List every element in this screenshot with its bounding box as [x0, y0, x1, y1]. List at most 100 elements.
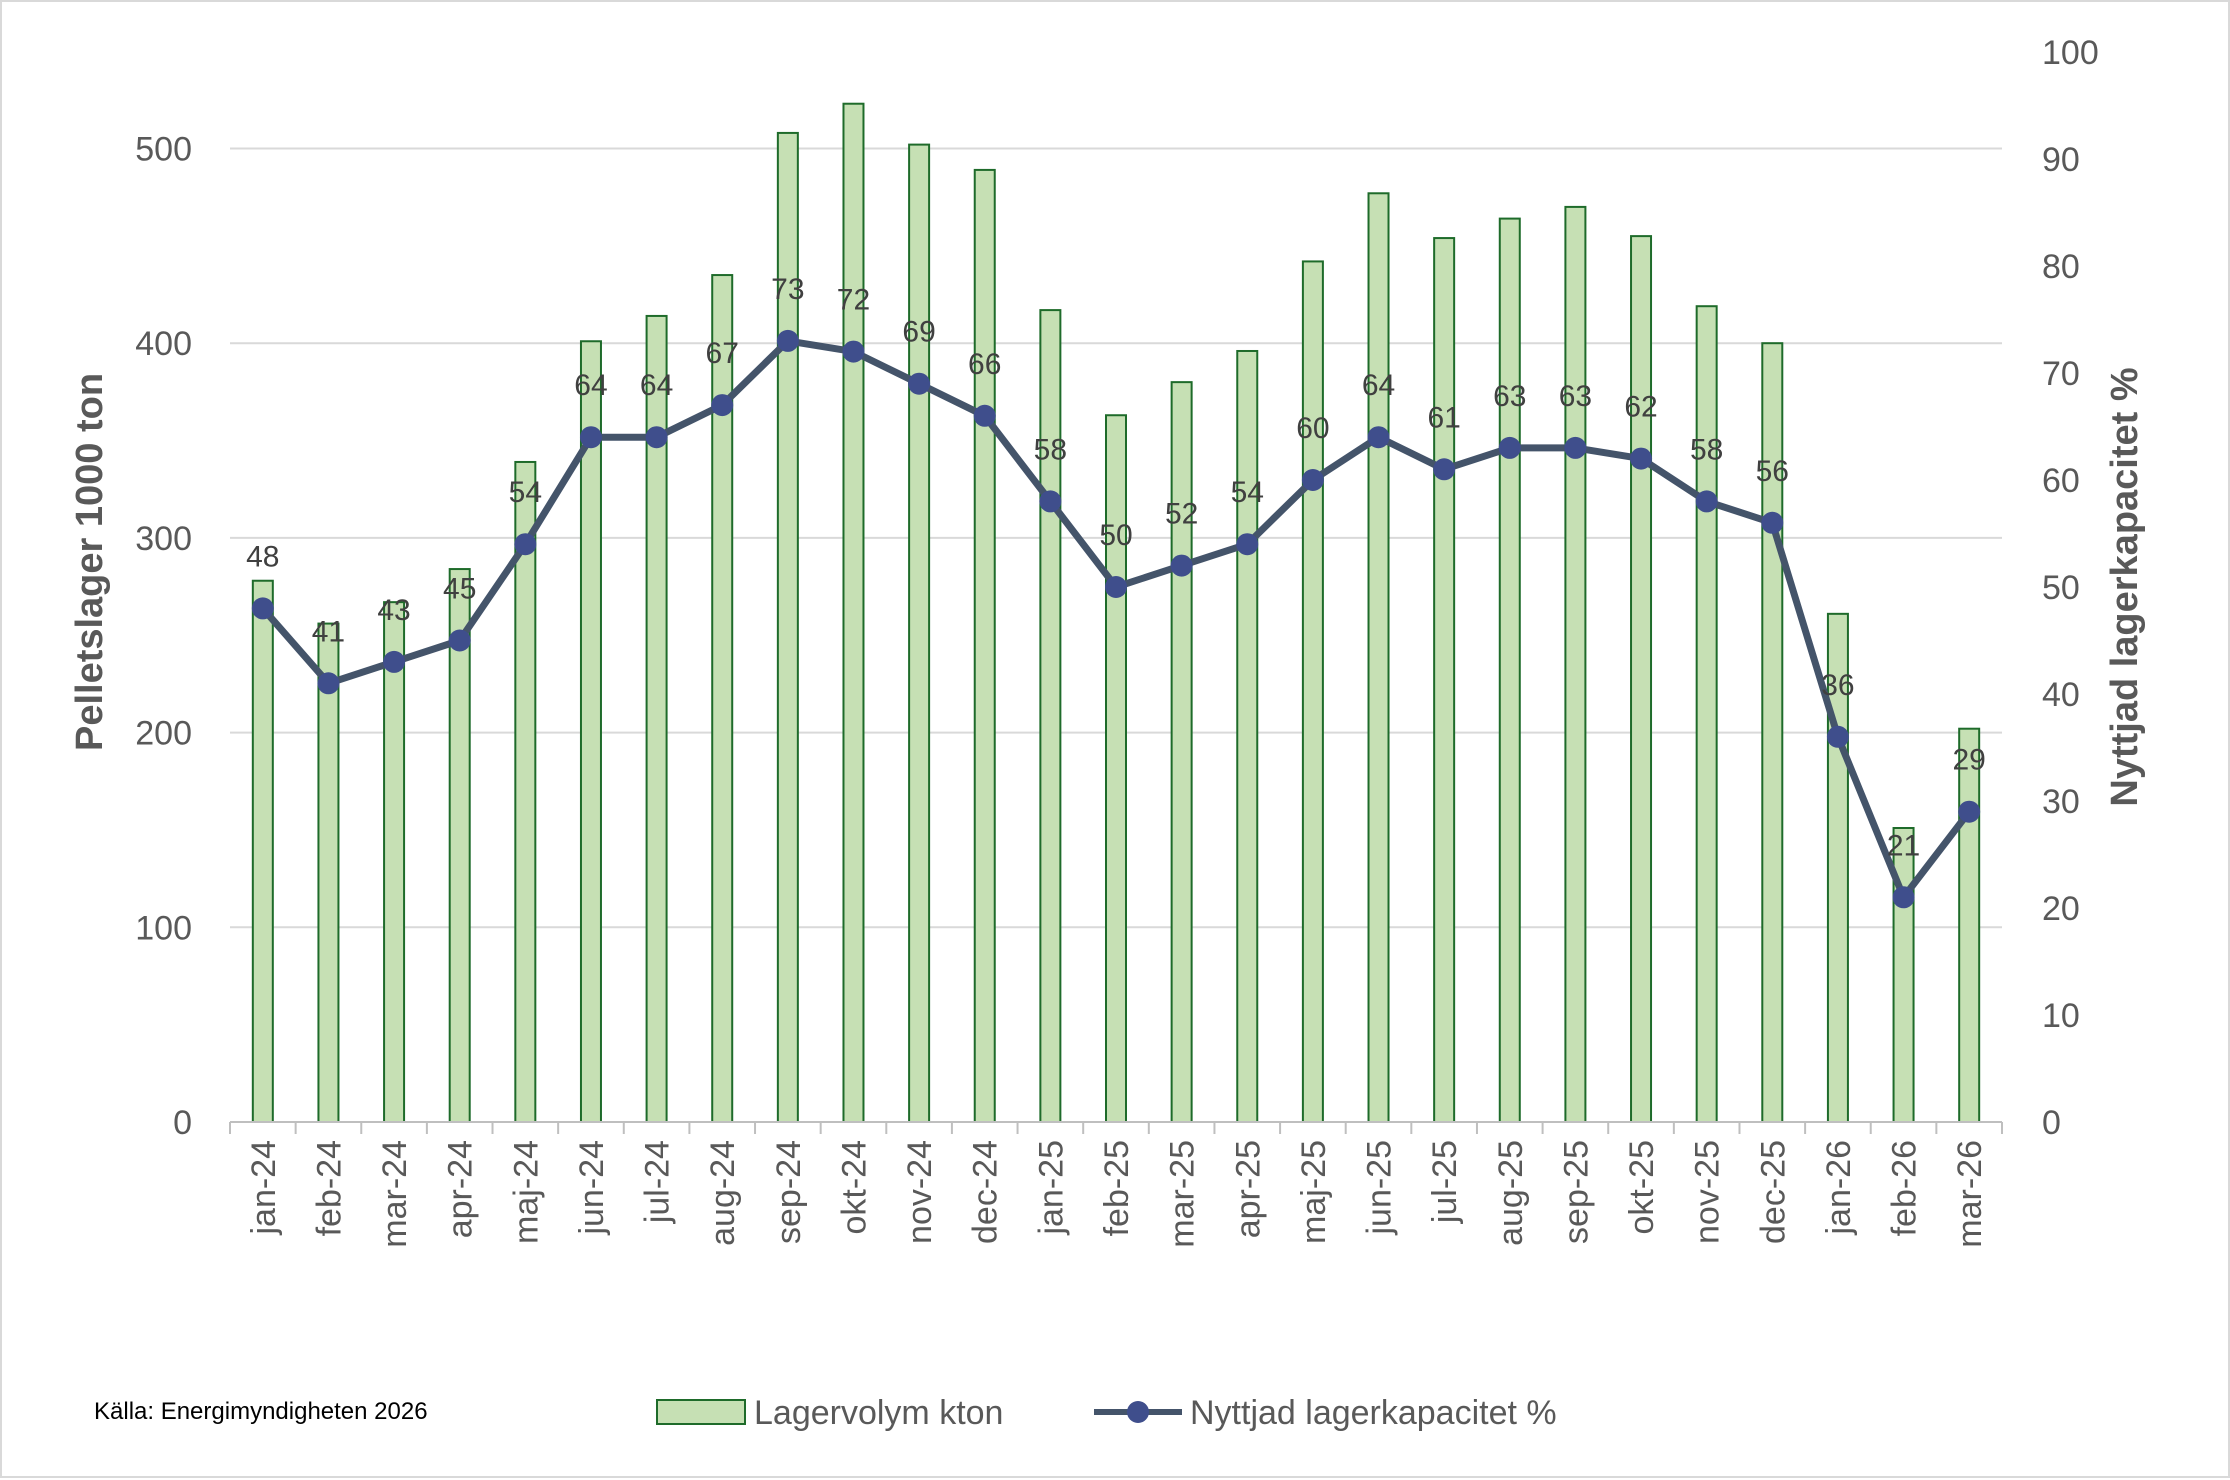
y-left-tick-label: 0 — [173, 1104, 192, 1142]
line-series — [251, 329, 1981, 909]
data-label: 21 — [1887, 829, 1920, 862]
data-label: 54 — [1231, 476, 1264, 509]
line-marker — [1695, 490, 1718, 513]
bar-series — [251, 102, 1981, 1124]
data-label: 52 — [1165, 498, 1198, 531]
bar — [1564, 205, 1587, 1124]
line-marker — [383, 650, 406, 673]
source-note: Källa: Energimyndigheten 2026 — [94, 1398, 428, 1425]
line-marker — [776, 329, 799, 352]
line-marker — [711, 394, 734, 417]
data-label: 56 — [1756, 455, 1789, 488]
x-tick-label: jun-24 — [573, 1140, 611, 1236]
bar — [448, 568, 471, 1123]
data-label: 48 — [246, 540, 279, 573]
x-tick-label: jul-24 — [639, 1140, 677, 1224]
legend-line-label: Nyttjad lagerkapacitet % — [1190, 1394, 1557, 1432]
x-tick-label: jul-25 — [1426, 1140, 1464, 1224]
x-tick-label: okt-24 — [835, 1140, 873, 1235]
bar — [579, 340, 602, 1123]
y-right-tick-label: 100 — [2042, 34, 2099, 72]
data-label: 43 — [377, 594, 410, 627]
x-tick-label: maj-25 — [1295, 1140, 1333, 1244]
data-label: 66 — [968, 348, 1001, 381]
x-tick-label: dec-25 — [1754, 1140, 1792, 1244]
y-right-tick-label: 70 — [2042, 355, 2080, 393]
x-tick-label: aug-25 — [1492, 1140, 1530, 1246]
y-left-axis-title: Pelletslager 1000 ton — [69, 373, 111, 751]
x-tick-label: jun-25 — [1361, 1140, 1399, 1236]
line-marker — [1433, 458, 1456, 481]
y-left-tick-label: 300 — [135, 520, 192, 558]
data-label: 41 — [312, 615, 345, 648]
x-tick-label: jan-24 — [245, 1140, 283, 1236]
bar — [1498, 217, 1521, 1124]
y-right-tick-label: 40 — [2042, 676, 2080, 714]
line-marker — [251, 597, 274, 620]
y-right-tick-label: 80 — [2042, 248, 2080, 286]
line-marker — [1039, 490, 1062, 513]
bar — [1301, 260, 1324, 1123]
y-left-tick-label: 100 — [135, 909, 192, 947]
y-right-tick-label: 10 — [2042, 997, 2080, 1035]
legend-line-marker — [1127, 1401, 1149, 1423]
bar — [251, 579, 274, 1123]
line-marker — [1958, 800, 1981, 823]
data-label: 73 — [771, 273, 804, 306]
x-tick-label: jan-26 — [1820, 1140, 1858, 1236]
data-label: 58 — [1690, 433, 1723, 466]
bar — [1958, 727, 1981, 1123]
line-marker — [1498, 436, 1521, 459]
bar — [1695, 305, 1718, 1124]
data-label: 63 — [1559, 380, 1592, 413]
data-label: 61 — [1427, 401, 1460, 434]
bar — [1433, 237, 1456, 1123]
line-marker — [1761, 511, 1784, 534]
x-tick-label: jan-25 — [1032, 1140, 1070, 1236]
data-labels: 48 41 43 45 54 64 64 67 73 72 69 66 58 50 52 54 60 64 61 63… — [246, 273, 1986, 862]
data-label: 72 — [837, 284, 870, 317]
line-marker — [973, 404, 996, 427]
data-label: 67 — [706, 337, 739, 370]
line-marker — [1630, 447, 1653, 470]
bar — [1170, 381, 1193, 1123]
line-marker — [1826, 725, 1849, 748]
line-marker — [1564, 436, 1587, 459]
data-label: 36 — [1821, 669, 1854, 702]
line-marker — [645, 426, 668, 449]
y-right-tick-label: 90 — [2042, 141, 2080, 179]
y-right-tick-label: 60 — [2042, 462, 2080, 500]
y-left-tick-label: 200 — [135, 715, 192, 753]
bar — [1630, 235, 1653, 1124]
bar — [317, 622, 340, 1123]
legend: Lagervolym kton Nyttjad lagerkapacitet % — [656, 1394, 1557, 1432]
data-label: 63 — [1493, 380, 1526, 413]
bar — [1039, 309, 1062, 1123]
bar — [383, 601, 406, 1123]
bar — [514, 460, 537, 1124]
legend-bar-label: Lagervolym kton — [754, 1394, 1003, 1432]
x-tick-label: aug-24 — [704, 1140, 742, 1246]
x-tick-label: feb-25 — [1098, 1140, 1136, 1236]
x-tick-label: feb-24 — [310, 1140, 348, 1236]
x-tick-label: mar-24 — [376, 1140, 414, 1248]
bar — [908, 143, 931, 1123]
line-marker — [1170, 554, 1193, 577]
bar — [973, 168, 996, 1124]
bar — [842, 102, 865, 1124]
y-right-tick-label: 20 — [2042, 890, 2080, 928]
line-marker — [908, 372, 931, 395]
line-marker — [842, 340, 865, 363]
x-tick-label: mar-26 — [1951, 1140, 1989, 1248]
y-right-axis-title: Nyttjad lagerkapacitet % — [2104, 367, 2146, 806]
data-label: 62 — [1624, 391, 1657, 424]
x-tick-label: apr-24 — [442, 1140, 480, 1238]
x-tick-label: nov-24 — [901, 1140, 939, 1244]
line-marker — [1236, 533, 1259, 556]
data-label: 45 — [443, 573, 476, 606]
line-marker — [1105, 576, 1127, 598]
y-right-tick-label: 30 — [2042, 783, 2080, 821]
data-label: 64 — [574, 369, 607, 402]
